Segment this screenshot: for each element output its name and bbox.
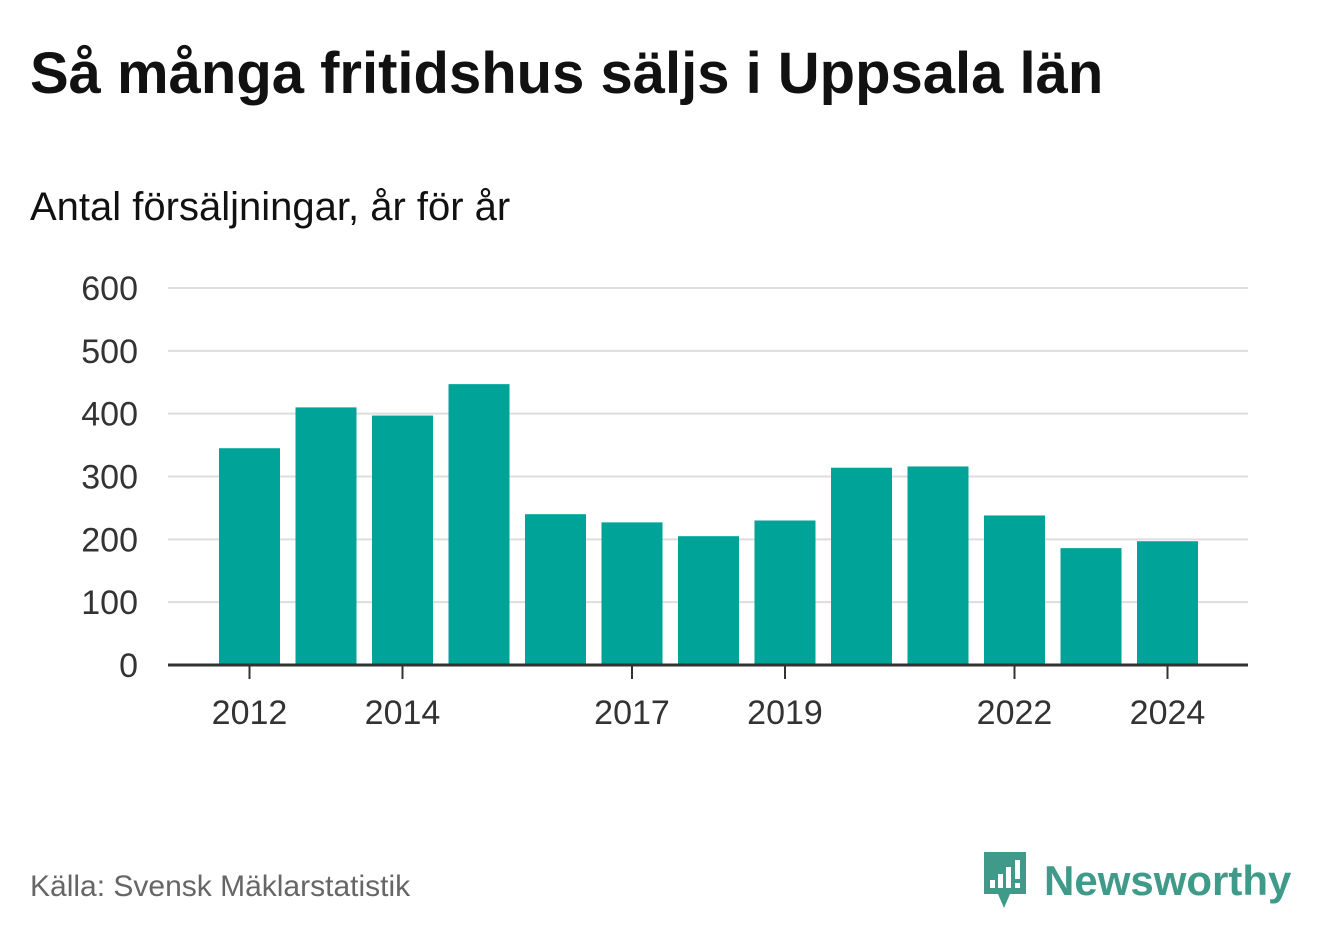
bar-2017 xyxy=(601,522,663,665)
newsworthy-logo-icon xyxy=(984,852,1026,908)
bar-2020 xyxy=(831,467,892,665)
bar-2019 xyxy=(754,520,816,665)
brand-logo: Newsworthy xyxy=(980,850,1291,912)
bar-2013 xyxy=(295,407,357,665)
bar-2014 xyxy=(372,415,433,665)
bar-2015 xyxy=(448,384,510,665)
bar-2022 xyxy=(984,515,1045,665)
y-tick-label: 100 xyxy=(81,584,138,622)
y-tick-label: 200 xyxy=(81,521,138,559)
source-note: Källa: Svensk Mäklarstatistik xyxy=(30,870,411,903)
x-tick-label: 2012 xyxy=(212,694,288,732)
x-tick-label: 2019 xyxy=(747,694,823,732)
x-tick-label: 2024 xyxy=(1130,694,1206,732)
y-tick-label: 300 xyxy=(81,459,138,497)
bar-2023 xyxy=(1060,548,1122,665)
brand-name: Newsworthy xyxy=(1044,857,1292,904)
bar-2016 xyxy=(525,514,586,665)
x-tick-label: 2017 xyxy=(594,694,670,732)
y-tick-label: 400 xyxy=(81,396,138,434)
y-tick-label: 500 xyxy=(81,333,138,371)
y-tick-label: 0 xyxy=(119,647,138,685)
y-tick-label: 600 xyxy=(81,270,138,308)
bar-2021 xyxy=(907,466,969,665)
bar-2018 xyxy=(678,536,739,665)
bar-2024 xyxy=(1137,541,1198,665)
bar-2012 xyxy=(219,448,280,665)
chart-subtitle: Antal försäljningar, år för år xyxy=(30,185,511,229)
chart-title: Så många fritidshus säljs i Uppsala län xyxy=(30,41,1104,106)
x-tick-label: 2022 xyxy=(977,694,1053,732)
x-tick-label: 2014 xyxy=(365,694,441,732)
